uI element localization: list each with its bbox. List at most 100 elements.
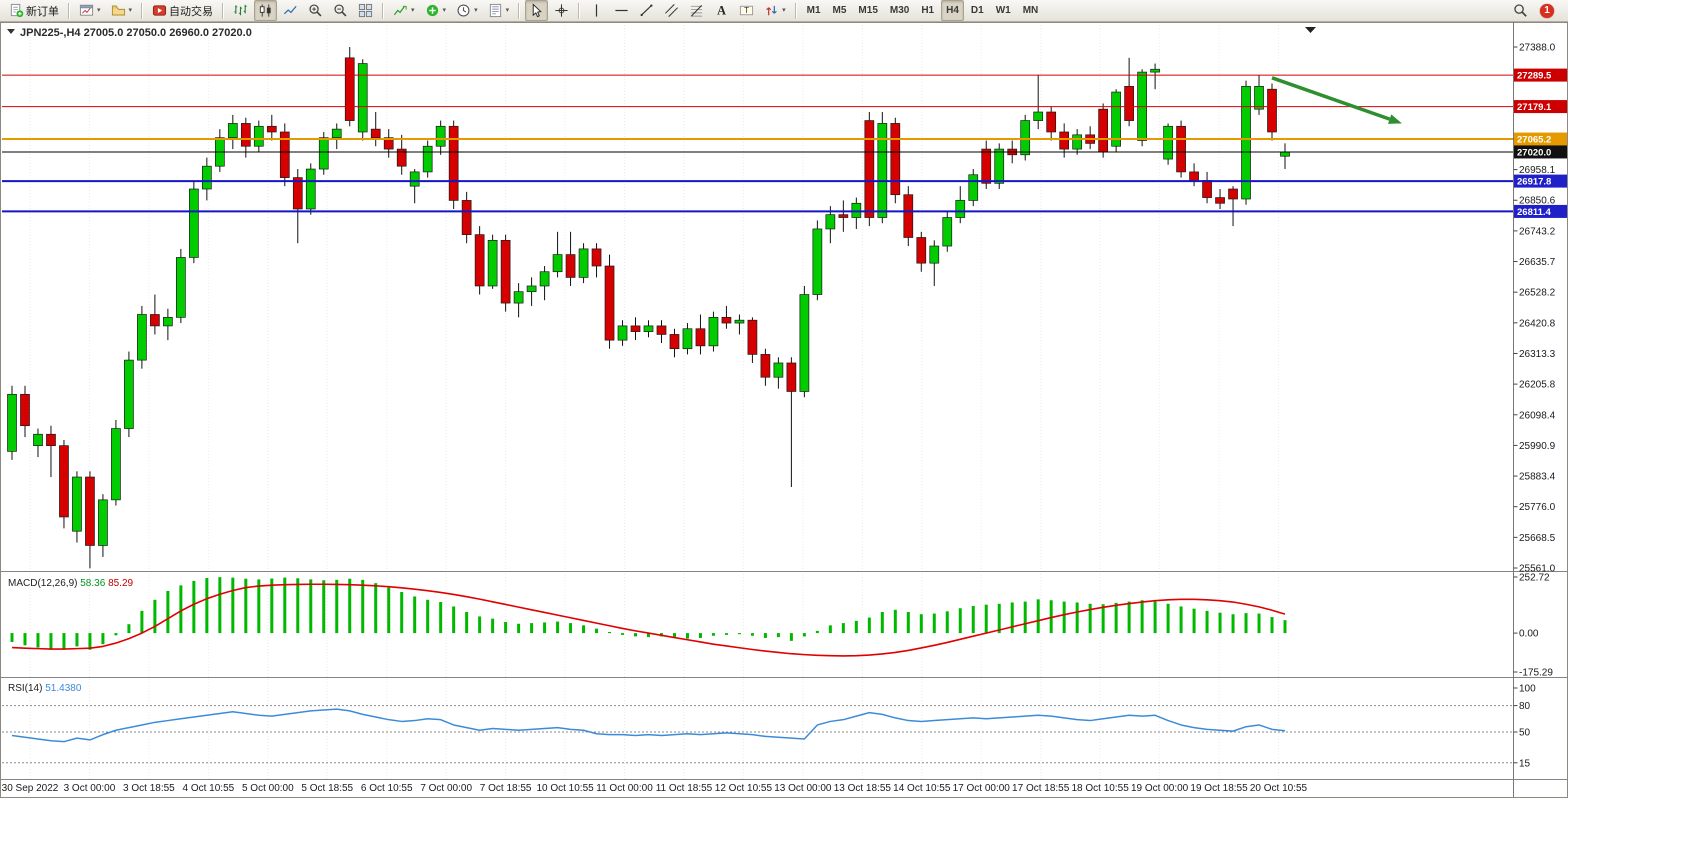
new-order-icon — [9, 3, 24, 18]
svg-text:10 Oct 10:55: 10 Oct 10:55 — [536, 783, 594, 794]
chart-add-icon — [79, 3, 94, 18]
scroll-marker-icon[interactable] — [1305, 27, 1316, 33]
chevron-down-icon: ▾ — [474, 7, 478, 14]
rsi-pane: RSI(14) 51.4380 100 80 50 15 — [2, 683, 1536, 769]
svg-text:25561.0: 25561.0 — [1519, 564, 1556, 575]
svg-text:26743.2: 26743.2 — [1519, 226, 1556, 237]
text-label-button[interactable]: T — [735, 0, 758, 21]
zoom-in-button[interactable] — [304, 0, 327, 21]
timeframe-m5-button[interactable]: M5 — [828, 0, 852, 21]
horizontal-line-objects — [2, 74, 1513, 213]
timeframe-w1-button-label: W1 — [995, 5, 1011, 16]
candle-body — [981, 148, 992, 184]
arrows-button[interactable]: ▾ — [760, 0, 790, 21]
fibo-icon — [689, 3, 704, 18]
macd-histogram-bar — [971, 606, 975, 634]
svg-text:26850.6: 26850.6 — [1519, 196, 1556, 207]
channel-button[interactable] — [660, 0, 683, 21]
candle-body — [643, 325, 654, 332]
candlestick-chart-button[interactable] — [254, 0, 278, 21]
candle-body — [513, 291, 524, 304]
timeframe-h4-button[interactable]: H4 — [941, 0, 964, 21]
macd-histogram-bar — [906, 612, 910, 634]
macd-histogram-bar — [776, 633, 780, 638]
trendline-button[interactable] — [635, 0, 658, 21]
horizontal-line-button[interactable] — [610, 0, 633, 21]
macd-histogram-bar — [1010, 602, 1014, 634]
tile-windows-button[interactable] — [354, 0, 377, 21]
zoom-out-button[interactable] — [329, 0, 352, 21]
macd-histogram-bar — [1049, 600, 1053, 634]
svg-text:7 Oct 18:55: 7 Oct 18:55 — [480, 783, 532, 794]
macd-histogram-bar — [737, 633, 741, 635]
text-button[interactable]: A — [710, 0, 733, 21]
timeframe-h1-button[interactable]: H1 — [916, 0, 939, 21]
macd-histogram-bar — [10, 633, 14, 642]
timeframe-m1-button[interactable]: M1 — [802, 0, 826, 21]
macd-histogram-bar — [841, 623, 845, 634]
crosshair-button[interactable] — [550, 0, 573, 21]
timeframe-mn-button-label: MN — [1022, 5, 1039, 16]
macd-histogram-bar — [621, 633, 625, 635]
channel-icon — [664, 3, 679, 18]
candle-body — [1280, 151, 1290, 157]
toolbar-separator — [382, 2, 385, 19]
candle-body — [59, 445, 69, 518]
text-icon: A — [714, 3, 729, 18]
macd-histogram-bar — [88, 633, 92, 650]
profiles-button[interactable]: ▾ — [107, 0, 137, 21]
indicators-button[interactable]: ▾ — [389, 0, 419, 21]
toolbar-separator — [794, 2, 797, 19]
macd-histogram-bar — [218, 577, 222, 634]
price-badge — [1514, 174, 1567, 188]
candle-body — [708, 316, 719, 347]
timeframe-d1-button[interactable]: D1 — [966, 0, 989, 21]
macd-histogram-bar — [1036, 599, 1040, 634]
templates-button[interactable]: ▾ — [484, 0, 514, 21]
search-button[interactable] — [1509, 0, 1532, 21]
svg-text:A: A — [717, 4, 726, 18]
autotrading-button[interactable]: 自动交易 — [148, 0, 217, 21]
macd-histogram-bar — [647, 633, 650, 638]
new-order-button[interactable]: 新订单 — [5, 0, 63, 21]
timeframe-w1-button[interactable]: W1 — [991, 0, 1016, 21]
toolbar-separator — [578, 2, 581, 19]
macd-histogram-bar — [1140, 600, 1144, 634]
timeframe-mn-button[interactable]: MN — [1018, 0, 1044, 21]
arrows-icon — [764, 3, 779, 18]
macd-histogram-bar — [867, 617, 871, 634]
svg-text:T: T — [744, 6, 749, 15]
candle-body — [137, 314, 147, 361]
vertical-line-button[interactable] — [585, 0, 608, 21]
candle-body — [747, 319, 758, 355]
macd-histogram-bar — [75, 633, 79, 647]
timeframe-m30-button[interactable]: M30 — [885, 0, 914, 21]
timeframe-m15-button[interactable]: M15 — [853, 0, 882, 21]
macd-histogram-bar — [517, 623, 521, 634]
candle-body — [565, 254, 576, 278]
svg-text:26528.2: 26528.2 — [1519, 288, 1556, 299]
macd-histogram-bar — [62, 633, 66, 649]
macd-histogram-bar — [1205, 610, 1209, 634]
candle-body — [604, 265, 615, 341]
candle-body — [864, 120, 875, 218]
macd-histogram-bar — [711, 633, 715, 636]
fibonacci-button[interactable] — [685, 0, 708, 21]
bar-chart-button[interactable] — [229, 0, 252, 21]
candles-icon — [258, 3, 273, 18]
periods-button[interactable]: ▾ — [452, 0, 482, 21]
rsi-line — [11, 708, 1286, 743]
candle-body — [786, 362, 797, 392]
cursor-button[interactable] — [525, 0, 549, 21]
notification-badge[interactable]: 1 — [1540, 3, 1554, 18]
chevron-down-icon: ▾ — [442, 7, 447, 14]
add-indicator-button[interactable]: ▾ — [421, 0, 451, 21]
line-chart-button[interactable] — [279, 0, 302, 21]
candle-body — [539, 271, 550, 287]
candle-body — [968, 174, 979, 201]
new-chart-button[interactable]: ▾ — [75, 0, 105, 21]
trend-arrow-annotation[interactable] — [1271, 76, 1402, 124]
hline-icon — [614, 3, 629, 18]
chevron-down-icon[interactable] — [7, 29, 15, 34]
svg-text:25883.4: 25883.4 — [1519, 472, 1556, 483]
